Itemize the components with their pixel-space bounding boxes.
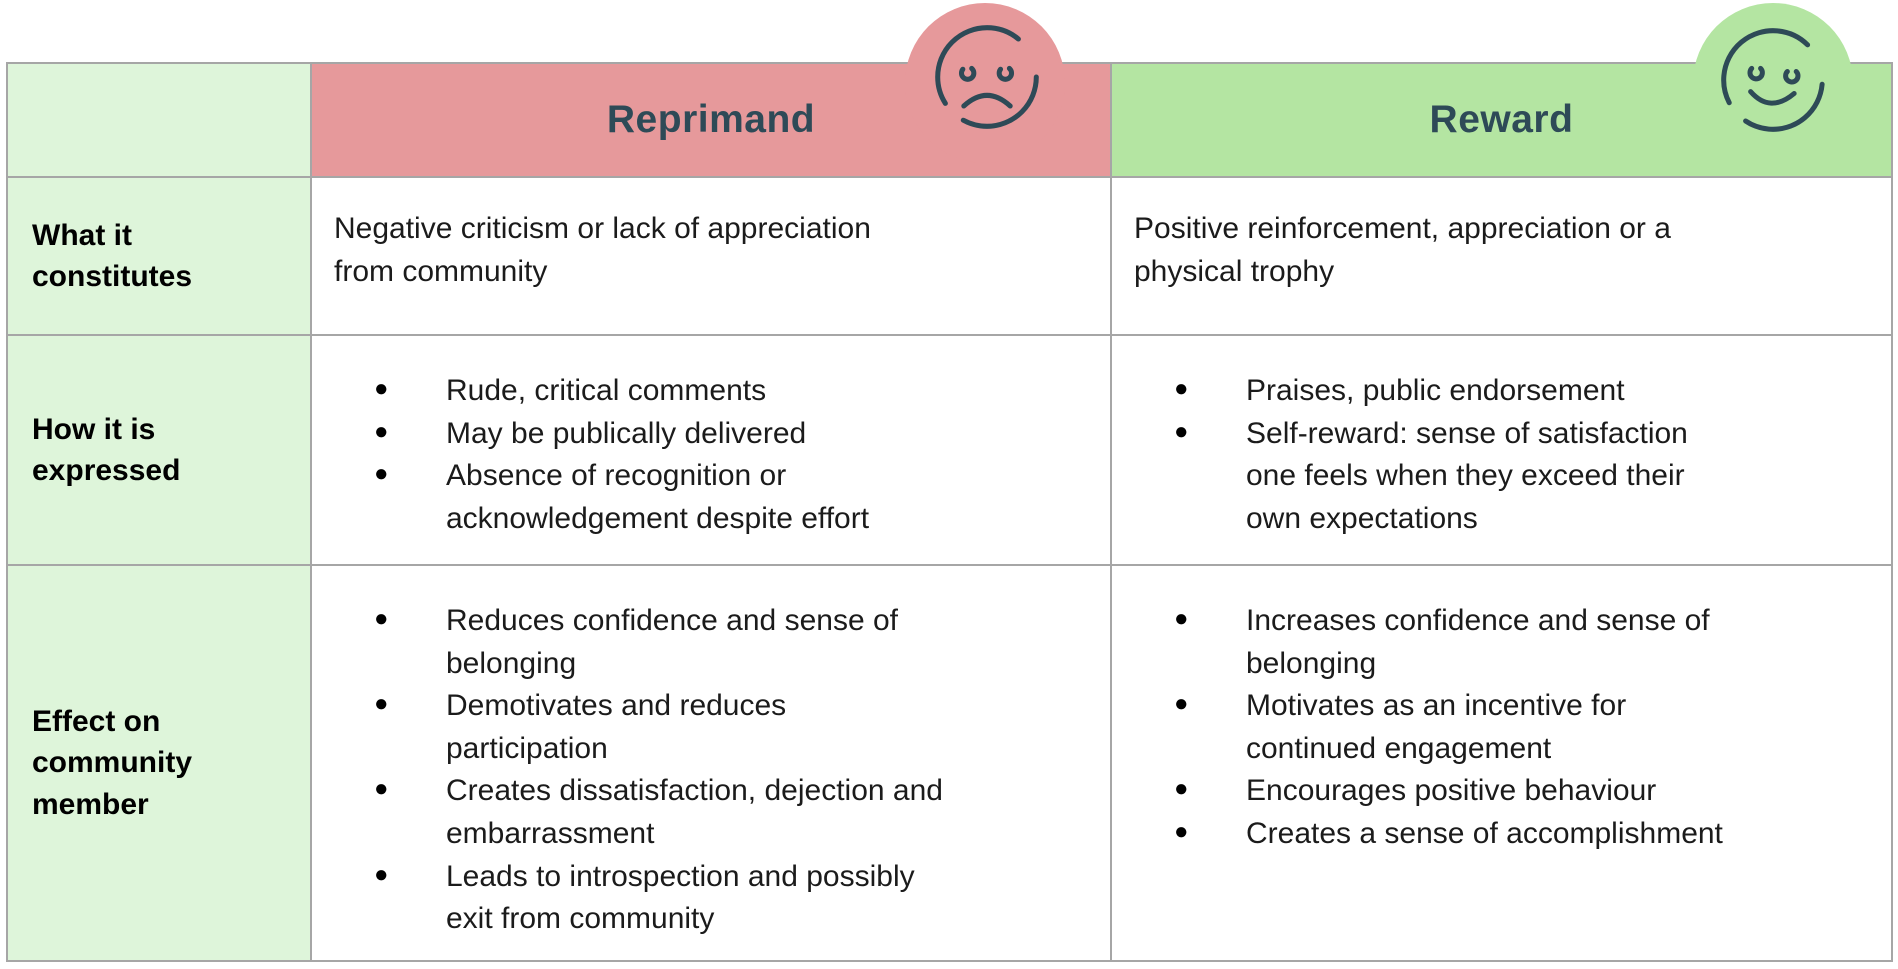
list-item: Leads to introspection and possibly exit… <box>334 856 1092 941</box>
reward-header-label: Reward <box>1429 98 1574 141</box>
row-label-how-expressed: How it is expressed <box>8 336 310 564</box>
list-item: Motivates as an incentive for continued … <box>1134 685 1873 770</box>
list-item: Praises, public endorsement <box>1134 370 1873 413</box>
list-item: Demotivates and reduces participation <box>334 685 1092 770</box>
cell-expressed-reprimand: Rude, critical comments May be publicall… <box>312 336 1110 564</box>
list-item: Creates dissatisfaction, dejection and e… <box>334 770 1092 855</box>
cell-effect-reprimand: Reduces confidence and sense of belongin… <box>312 566 1110 960</box>
list-item: Increases confidence and sense of belong… <box>1134 600 1873 685</box>
list-item: Absence of recognition or acknowledgemen… <box>334 455 1092 540</box>
expressed-reprimand-list: Rude, critical comments May be publicall… <box>334 370 1092 540</box>
list-item: Rude, critical comments <box>334 370 1092 413</box>
expressed-reward-list: Praises, public endorsement Self-reward:… <box>1134 370 1873 540</box>
constitutes-reward-text: Positive reinforcement, appreciation or … <box>1134 212 1671 288</box>
reprimand-header-label: Reprimand <box>606 98 816 141</box>
list-item: May be publically delivered <box>334 413 1092 456</box>
header-corner-cell <box>8 64 310 176</box>
list-item: Reduces confidence and sense of belongin… <box>334 600 1092 685</box>
comparison-table: Reprimand Reward What it constitutes Neg… <box>6 62 1893 962</box>
cell-expressed-reward: Praises, public endorsement Self-reward:… <box>1112 336 1891 564</box>
constitutes-reprimand-text: Negative criticism or lack of appreciati… <box>334 212 871 288</box>
row-label-what-it-constitutes: What it constitutes <box>8 178 310 334</box>
list-item: Encourages positive behaviour <box>1134 770 1873 813</box>
list-item: Self-reward: sense of satisfaction one f… <box>1134 413 1873 541</box>
cell-effect-reward: Increases confidence and sense of belong… <box>1112 566 1891 960</box>
effect-reward-list: Increases confidence and sense of belong… <box>1134 600 1873 856</box>
cell-constitutes-reward: Positive reinforcement, appreciation or … <box>1112 178 1891 334</box>
sad-face-icon <box>935 25 1039 129</box>
effect-reprimand-list: Reduces confidence and sense of belongin… <box>334 600 1092 941</box>
cell-constitutes-reprimand: Negative criticism or lack of appreciati… <box>312 178 1110 334</box>
row-label-effect-on-member: Effect on community member <box>8 566 310 960</box>
list-item: Creates a sense of accomplishment <box>1134 813 1873 856</box>
happy-face-icon <box>1721 28 1825 132</box>
